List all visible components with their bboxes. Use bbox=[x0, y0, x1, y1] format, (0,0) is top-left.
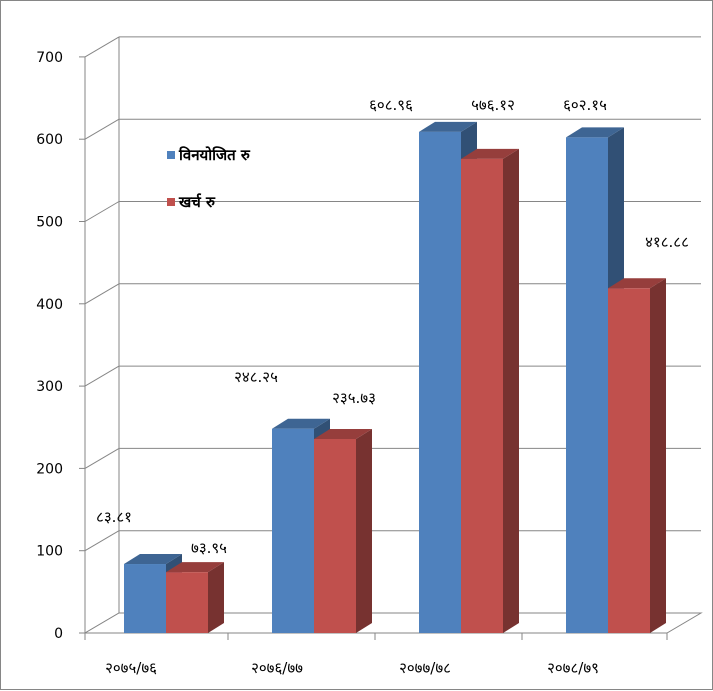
bar-expense-2-side bbox=[503, 148, 519, 633]
x-tick-label-1: २०७६/७७ bbox=[251, 659, 303, 677]
legend-swatch-expense bbox=[167, 198, 175, 206]
legend-label-expense: खर्च रु bbox=[178, 193, 216, 211]
bar-expense-1 bbox=[314, 438, 356, 633]
bar-expense-3 bbox=[608, 288, 650, 633]
gridline-depth bbox=[84, 283, 120, 305]
y-tick-label: 500 bbox=[36, 215, 63, 231]
y-tick-label: 600 bbox=[36, 132, 63, 148]
y-tick-label: 200 bbox=[36, 461, 63, 477]
data-label-allocated-3: ६०२.१५ bbox=[563, 96, 607, 114]
bar-allocated-3 bbox=[566, 137, 608, 634]
y-tick-label: 300 bbox=[36, 379, 63, 395]
legend-swatch-allocated bbox=[167, 151, 175, 159]
y-tick-label: 700 bbox=[36, 50, 63, 66]
bar-expense-2-top bbox=[461, 148, 519, 159]
y-tick-label: 100 bbox=[36, 544, 63, 560]
gridline-depth bbox=[84, 36, 120, 58]
bar-allocated-1 bbox=[272, 428, 314, 633]
bar-expense-2 bbox=[461, 158, 503, 633]
bar-expense-3-side bbox=[650, 278, 666, 633]
bar-allocated-0-top bbox=[124, 554, 182, 565]
data-label-allocated-0: ८३.८१ bbox=[96, 508, 132, 526]
data-label-expense-1: २३५.७३ bbox=[332, 389, 376, 407]
y-tick-label: 0 bbox=[54, 626, 63, 642]
gridline-depth bbox=[84, 201, 120, 222]
bar-allocated-1-top bbox=[272, 418, 330, 429]
bar-expense-0 bbox=[166, 572, 208, 633]
gridline-depth bbox=[84, 118, 120, 140]
gridline-depth bbox=[84, 530, 120, 552]
data-label-expense-0: ७३.९५ bbox=[191, 539, 227, 557]
data-label-allocated-1: २४८.२५ bbox=[234, 368, 278, 386]
gridline-depth bbox=[84, 365, 120, 387]
bar-allocated-2-top bbox=[419, 121, 477, 132]
bar-expense-0-top bbox=[166, 562, 224, 573]
bar-expense-0-side bbox=[208, 562, 224, 633]
bar-allocated-0 bbox=[124, 564, 166, 633]
data-label-allocated-2: ६०८.९६ bbox=[369, 96, 413, 114]
y-tick-label: 400 bbox=[36, 297, 63, 313]
bar-allocated-2 bbox=[419, 131, 461, 633]
bar-expense-3-top bbox=[608, 278, 666, 289]
bar-allocated-3-top bbox=[566, 127, 624, 138]
legend-label-allocated: विनयोजित रु bbox=[178, 146, 251, 164]
data-label-expense-2: ५७६.१२ bbox=[471, 96, 515, 114]
gridline-depth bbox=[84, 447, 120, 469]
x-tick-label-3: २०७८/७९ bbox=[547, 659, 599, 677]
bar-expense-1-top bbox=[314, 428, 372, 439]
x-tick-label-0: २०७५/७६ bbox=[105, 659, 157, 677]
data-label-expense-3: ४१८.८८ bbox=[645, 233, 689, 251]
bar-expense-1-side bbox=[356, 428, 372, 633]
x-tick-label-2: २०७७/७८ bbox=[399, 659, 451, 677]
